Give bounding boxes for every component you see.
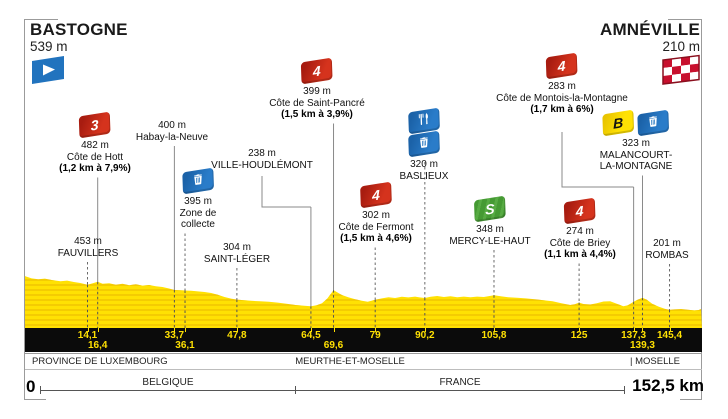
department-label: MEURTHE-ET-MOSELLE: [295, 356, 405, 367]
frame-cap-bottom-left: [24, 399, 46, 400]
bar-underline: [25, 353, 702, 354]
finish-city-name: AMNÉVILLE: [599, 20, 700, 39]
km-marker: 33,7: [164, 330, 185, 341]
depart-flag-icon: [30, 55, 66, 91]
km-tick: [375, 328, 377, 332]
km-tick: [185, 328, 187, 332]
start-city-elevation: 539 m: [30, 39, 68, 54]
km-marker: 79: [369, 330, 381, 341]
label-connector-elbow: [561, 132, 634, 188]
km-tick: [333, 328, 335, 332]
frame-cap-top-right: [668, 19, 702, 20]
km-marker: 125: [570, 330, 588, 341]
axis-start-label: 0: [26, 377, 36, 396]
frame-left: [24, 19, 25, 400]
profile-area: [25, 276, 702, 330]
km-tick: [87, 328, 89, 332]
km-marker: 16,4: [87, 340, 108, 351]
km-marker: 145,4: [657, 330, 683, 341]
frame-right: [701, 19, 702, 400]
finish-flag-icon: [661, 54, 701, 95]
country-label: FRANCE: [439, 377, 481, 388]
km-marker: 137,3: [621, 330, 647, 341]
label-connector-elbow: [261, 176, 311, 208]
country-label: BELGIQUE: [142, 377, 194, 388]
km-axis-bar: 14,1 16,4 33,7 36,1 47,8 64,5 69,6 79 90,2 105,8 1…: [25, 328, 702, 352]
km-tick: [579, 328, 581, 332]
km-tick: [97, 328, 99, 332]
km-tick: [493, 328, 495, 332]
km-tick: [236, 328, 238, 332]
km-tick: [174, 328, 176, 332]
frame-cap-top-left: [24, 19, 58, 20]
total-distance-label: 152,5 km: [632, 376, 704, 395]
km-marker: 69,6: [323, 340, 344, 351]
km-marker: 64,5: [301, 330, 321, 341]
km-tick: [642, 328, 644, 332]
km-tick: [424, 328, 426, 332]
elevation-profile: [25, 123, 702, 330]
department-label: PROVINCE DE LUXEMBOURG: [32, 356, 168, 367]
finish-city-elevation: 210 m: [662, 39, 700, 54]
km-marker: 105,8: [481, 330, 507, 341]
frame-cap-bottom-right: [680, 399, 702, 400]
country-line: [40, 390, 624, 391]
country-line-tick-start: [40, 386, 41, 394]
start-city-name: BASTOGNE: [30, 20, 128, 39]
departments-underline: [25, 369, 702, 370]
km-marker: 90,2: [415, 330, 435, 341]
country-line-tick-end: [624, 386, 625, 394]
km-marker: 139,3: [629, 340, 655, 351]
km-marker: 47,8: [227, 330, 247, 341]
km-marker: 36,1: [175, 340, 195, 351]
km-tick: [669, 328, 671, 332]
department-label: | MOSELLE: [630, 356, 680, 367]
country-line-tick-border: [295, 386, 296, 394]
km-marker: 14,1: [77, 330, 98, 341]
km-tick: [310, 328, 312, 332]
km-tick: [633, 328, 635, 332]
